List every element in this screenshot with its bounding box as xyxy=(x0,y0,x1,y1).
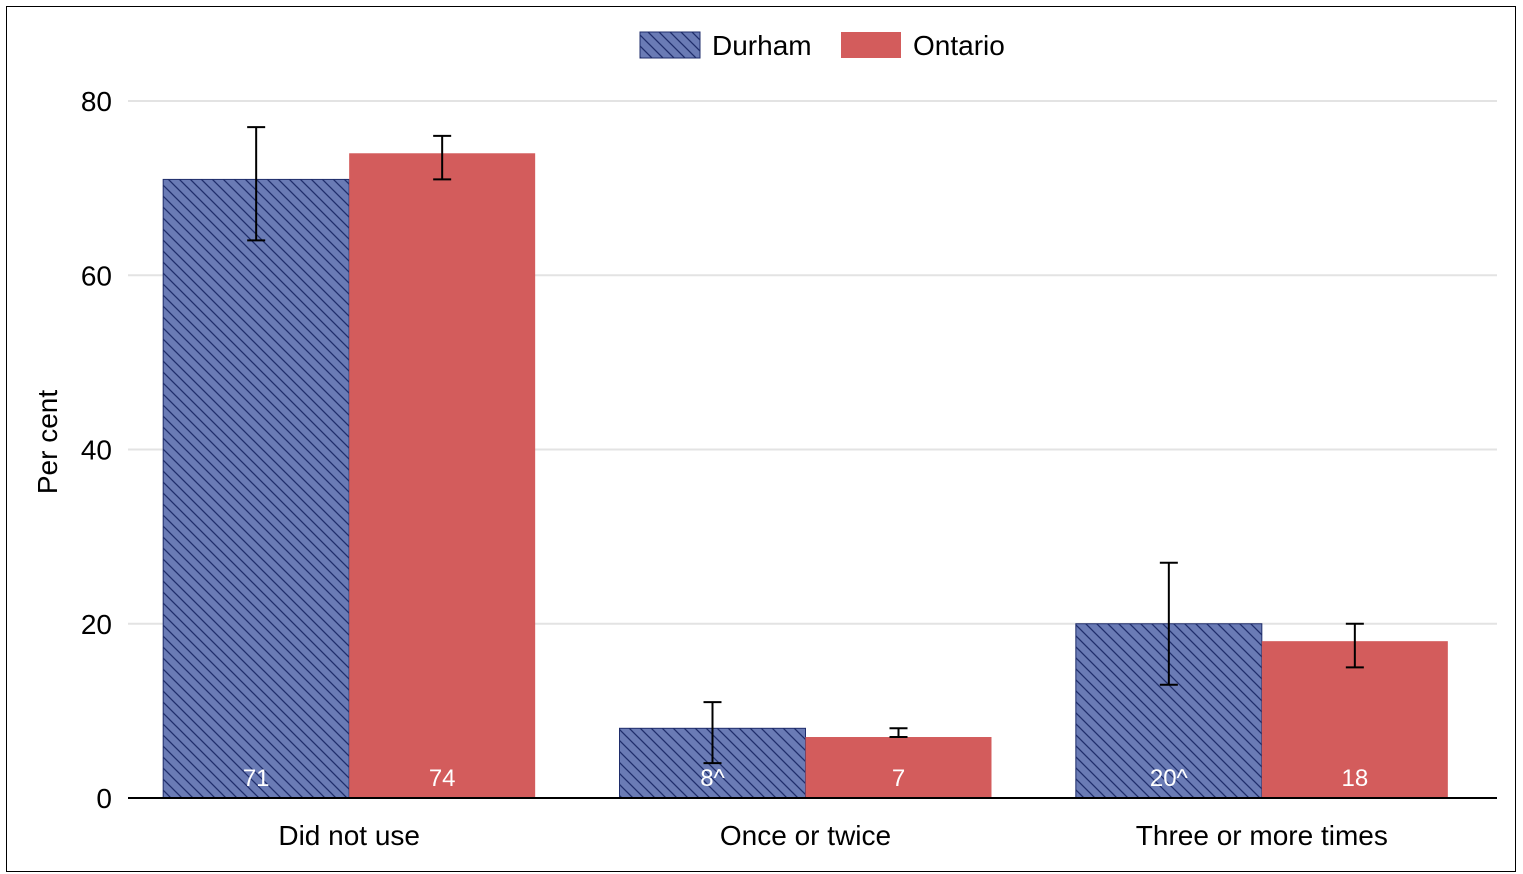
legend-swatch-ontario xyxy=(841,32,901,58)
data-label: 7 xyxy=(892,765,905,792)
y-tick-label: 0 xyxy=(96,783,112,814)
y-tick-label: 20 xyxy=(81,609,112,640)
axes: 0 20 40 60 80 Did not use Once or twice Three o… xyxy=(81,86,1497,851)
data-label: 74 xyxy=(429,765,456,792)
bars: 71 74 8^ 7 20^ 18 xyxy=(162,126,1448,799)
x-tick-label: Once or twice xyxy=(720,820,891,851)
y-tick-label: 40 xyxy=(81,435,112,466)
data-label: 71 xyxy=(243,765,270,792)
data-label: 18 xyxy=(1341,765,1368,792)
legend-label-durham: Durham xyxy=(712,30,812,61)
legend-label-ontario: Ontario xyxy=(913,30,1005,61)
legend-swatch-durham xyxy=(639,31,701,59)
bar-ontario-0 xyxy=(349,153,536,798)
data-label: 20^ xyxy=(1150,765,1189,792)
y-tick-label: 80 xyxy=(81,86,112,117)
data-label: 8^ xyxy=(700,765,725,792)
x-tick-label: Did not use xyxy=(278,820,420,851)
bar-durham-0 xyxy=(162,178,350,799)
legend: Durham Ontario xyxy=(639,30,1005,61)
x-tick-label: Three or more times xyxy=(1136,820,1388,851)
y-tick-label: 60 xyxy=(81,260,112,291)
y-axis-title: Per cent xyxy=(32,390,63,494)
bar-ontario-1 xyxy=(805,737,992,798)
